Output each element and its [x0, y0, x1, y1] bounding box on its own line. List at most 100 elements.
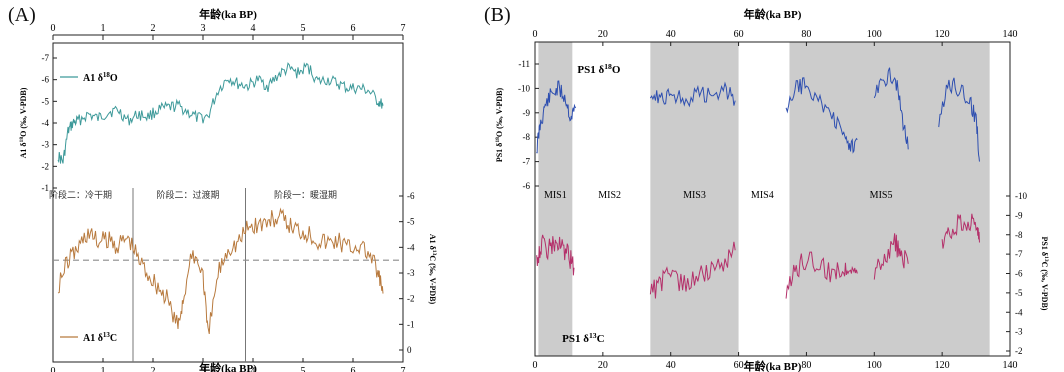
- y-tick-label-a1: -1: [42, 183, 50, 193]
- bottom-tick-label-b: 60: [734, 360, 744, 371]
- top-tick-label-a: 1: [101, 23, 106, 34]
- y-tick-label-a2: 0: [407, 345, 412, 355]
- bottom-tick-label-b: 100: [867, 360, 882, 371]
- plot-frame-a: [52, 42, 404, 363]
- bottom-tick-label-b: 120: [935, 360, 950, 371]
- chart-panel-a: (A) 0 0 1 1 2 2 3 3 4 4 5 5 6 6 7 7 年龄(ka BP) 年龄(ka BP) -7…: [0, 0, 470, 372]
- bottom-tick-label-b: 140: [1003, 360, 1018, 371]
- legend-label-a1: A1 δ18O: [83, 71, 118, 84]
- top-axis-title-a: 年龄(ka BP): [199, 7, 257, 21]
- y-tick-label-b2: -10: [1015, 191, 1027, 201]
- legend-label-b1: PS1 δ18O: [577, 62, 620, 77]
- series-b-d13c-segment: [536, 234, 575, 276]
- top-axis-title-b: 年龄(ka BP): [744, 7, 802, 21]
- y-tick-label-b2: -6: [1015, 269, 1023, 279]
- y-tick-label-a2: -3: [407, 268, 415, 278]
- panel-label-b: (B): [484, 4, 511, 26]
- top-tick-label-a: 5: [301, 23, 306, 34]
- series-b-d18o-segment: [536, 80, 577, 154]
- chart-a-svg: 0 0 1 1 2 2 3 3 4 4 5 5 6 6 7 7 年龄(ka BP) 年龄(ka BP) -7 -6 -5…: [19, 7, 437, 372]
- y-tick-label-a2: -4: [407, 242, 415, 252]
- y-tick-label-b2: -8: [1015, 230, 1023, 240]
- mis-label-b: MIS1: [544, 190, 567, 201]
- y-axis-title-b2: PS1 δ13C (‰, V-PDB): [1040, 237, 1049, 311]
- y-tick-label-b1: -6: [523, 181, 531, 191]
- mis-label-b: MIS5: [870, 190, 893, 201]
- bottom-tick-label-b: 40: [666, 360, 676, 371]
- series-b-d13c-segment: [649, 241, 736, 299]
- series-b-d18o-segment: [938, 77, 980, 162]
- legend-label-a2: A1 δ13C: [83, 331, 117, 344]
- top-tick-label-b: 120: [935, 29, 950, 40]
- y-tick-label-b2: -3: [1015, 327, 1023, 337]
- top-tick-label-b: 40: [666, 29, 676, 40]
- y-tick-label-b1: -7: [523, 157, 531, 167]
- chart-b-svg: 0 0 20 20 40 40 60 60 80 80 100 100 120 120 140 140 年龄(k…: [495, 7, 1049, 372]
- y-tick-label-a2: -2: [407, 294, 415, 304]
- bottom-axis-title-a: 年龄(ka BP): [199, 361, 257, 372]
- top-tick-label-b: 140: [1003, 29, 1018, 40]
- top-tick-label-b: 100: [867, 29, 882, 40]
- top-tick-label-b: 60: [734, 29, 744, 40]
- bottom-tick-label-b: 0: [533, 360, 538, 371]
- top-tick-label-a: 6: [351, 23, 356, 34]
- y-tick-label-a1: -7: [42, 53, 50, 63]
- y-tick-label-a1: -4: [42, 118, 50, 128]
- bottom-tick-label-a: 4: [251, 366, 256, 372]
- bottom-tick-label-a: 5: [301, 366, 306, 372]
- stage-label-a: 阶段一：暖湿期: [274, 189, 337, 200]
- panel-label-a: (A): [8, 4, 36, 26]
- y-tick-label-b1: -8: [523, 132, 531, 142]
- bottom-tick-label-b: 20: [598, 360, 608, 371]
- y-tick-label-a2: -6: [407, 191, 415, 201]
- top-tick-label-b: 20: [598, 29, 608, 40]
- series-b-d18o-segment: [785, 77, 858, 154]
- y-tick-label-b1: -9: [523, 108, 531, 118]
- series-a1-d13c: [57, 207, 384, 335]
- y-tick-label-a2: -1: [407, 319, 415, 329]
- y-tick-label-b1: -11: [518, 59, 530, 69]
- chart-panel-b: (B) 0 0 20 20 40 40 60 60 80 80 100 100 120 120 140 140…: [470, 0, 1064, 372]
- bottom-tick-label-a: 0: [51, 366, 56, 372]
- top-tick-label-a: 0: [51, 23, 56, 34]
- bottom-tick-label-a: 6: [351, 366, 356, 372]
- legend-label-b2: PS1 δ13C: [562, 331, 604, 346]
- y-tick-label-b1: -10: [518, 83, 530, 93]
- top-tick-label-a: 3: [201, 23, 206, 34]
- series-b-d18o-segment: [649, 81, 736, 108]
- y-tick-label-a1: -5: [42, 96, 50, 106]
- series-b-d13c-segment: [873, 233, 909, 280]
- y-tick-label-b2: -7: [1015, 249, 1023, 259]
- mis-label-b: MIS2: [598, 190, 621, 201]
- y-tick-label-b2: -4: [1015, 307, 1023, 317]
- bottom-tick-label-a: 3: [201, 366, 206, 372]
- top-tick-label-a: 2: [151, 23, 156, 34]
- top-tick-label-a: 7: [401, 23, 406, 34]
- stage-label-a: 阶段二：过渡期: [156, 189, 219, 200]
- top-tick-label-b: 0: [533, 29, 538, 40]
- y-tick-label-a1: -6: [42, 75, 50, 85]
- y-tick-label-a1: -2: [42, 161, 50, 171]
- stage-label-a: 阶段二：冷干期: [49, 189, 112, 200]
- series-a1-d18o: [57, 61, 384, 164]
- series-b-d13c-segment: [785, 251, 858, 299]
- y-tick-label-a2: -5: [407, 217, 415, 227]
- bottom-tick-label-a: 2: [151, 366, 156, 372]
- series-b-d18o-segment: [873, 67, 909, 150]
- bottom-axis-title-b: 年龄(ka BP): [744, 359, 802, 372]
- bottom-tick-label-a: 1: [101, 366, 106, 372]
- mis-label-b: MIS4: [751, 190, 774, 201]
- top-tick-label-a: 4: [251, 23, 256, 34]
- y-tick-label-a1: -3: [42, 140, 50, 150]
- mis-label-b: MIS3: [683, 190, 706, 201]
- bottom-tick-label-a: 7: [401, 366, 406, 372]
- y-axis-title-a1: A1 δ18O (‰, V-PDB): [19, 87, 28, 158]
- series-b-d13c-segment: [941, 213, 980, 249]
- plot-frame-b: [534, 41, 1011, 357]
- y-tick-label-b2: -5: [1015, 288, 1023, 298]
- bottom-tick-label-b: 80: [801, 360, 811, 371]
- y-tick-label-b2: -9: [1015, 210, 1023, 220]
- y-axis-title-b1: PS1 δ18O (‰, V-PDB): [495, 87, 504, 162]
- y-tick-label-b2: -2: [1015, 346, 1023, 356]
- top-tick-label-b: 80: [801, 29, 811, 40]
